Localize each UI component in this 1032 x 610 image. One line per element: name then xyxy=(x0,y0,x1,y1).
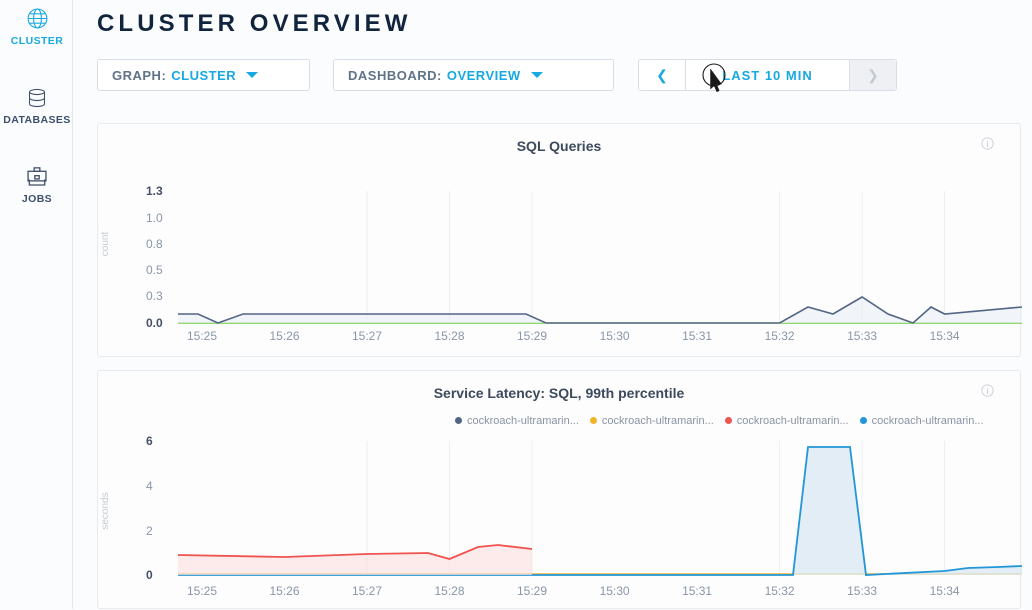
svg-text:1.3: 1.3 xyxy=(146,184,163,198)
svg-text:6: 6 xyxy=(146,434,153,448)
svg-text:15:25: 15:25 xyxy=(187,329,217,343)
svg-text:0.8: 0.8 xyxy=(146,237,163,251)
svg-text:count: count xyxy=(100,232,111,257)
svg-text:15:34: 15:34 xyxy=(930,329,960,343)
svg-text:1.0: 1.0 xyxy=(146,211,163,225)
svg-text:15:26: 15:26 xyxy=(269,584,299,598)
svg-text:15:32: 15:32 xyxy=(765,584,795,598)
svg-text:15:34: 15:34 xyxy=(930,584,960,598)
svg-text:15:31: 15:31 xyxy=(682,584,712,598)
svg-text:15:27: 15:27 xyxy=(352,584,382,598)
svg-text:0.3: 0.3 xyxy=(146,289,163,303)
svg-text:15:32: 15:32 xyxy=(765,329,795,343)
svg-text:15:26: 15:26 xyxy=(269,329,299,343)
svg-text:15:29: 15:29 xyxy=(517,329,547,343)
svg-text:15:25: 15:25 xyxy=(187,584,217,598)
svg-text:4: 4 xyxy=(146,479,153,493)
svg-text:0.0: 0.0 xyxy=(146,316,163,330)
svg-text:15:33: 15:33 xyxy=(847,584,877,598)
svg-text:2: 2 xyxy=(146,524,153,538)
svg-text:15:33: 15:33 xyxy=(847,329,877,343)
svg-text:15:28: 15:28 xyxy=(434,584,464,598)
svg-text:15:31: 15:31 xyxy=(682,329,712,343)
svg-text:0.5: 0.5 xyxy=(146,263,163,277)
svg-text:seconds: seconds xyxy=(100,492,111,529)
svg-text:0: 0 xyxy=(146,568,153,582)
svg-text:15:30: 15:30 xyxy=(600,584,630,598)
svg-text:15:30: 15:30 xyxy=(600,329,630,343)
svg-text:15:28: 15:28 xyxy=(434,329,464,343)
svg-text:15:27: 15:27 xyxy=(352,329,382,343)
svg-text:15:29: 15:29 xyxy=(517,584,547,598)
